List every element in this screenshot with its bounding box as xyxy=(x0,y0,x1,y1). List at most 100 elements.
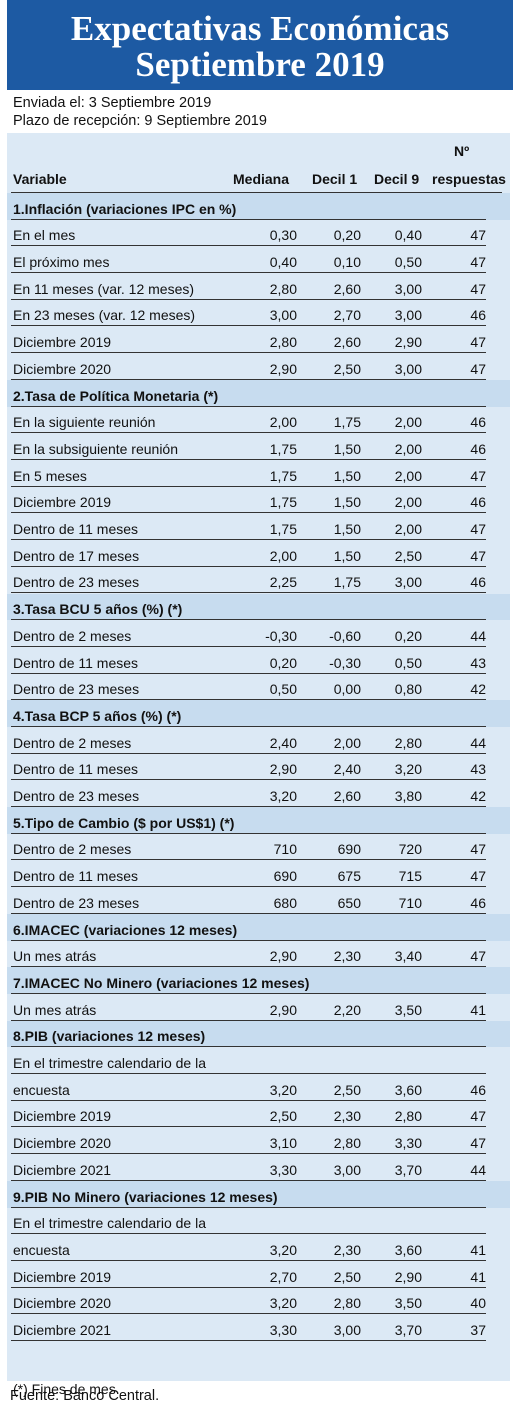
table-row: En el mes 0,30 0,20 0,40 47 xyxy=(7,220,510,247)
section-header: 5.Tipo de Cambio ($ por US$1) (*) xyxy=(7,807,510,834)
respuestas-value: 46 xyxy=(470,894,486,911)
row-label: Dentro de 2 meses xyxy=(13,734,132,751)
respuestas-value: 46 xyxy=(470,494,486,511)
row-rule xyxy=(11,992,486,994)
decil1-value: 0,20 xyxy=(333,227,361,244)
decil1-value: 1,50 xyxy=(333,494,361,511)
decil9-value: 0,50 xyxy=(394,654,422,671)
table-row: Un mes atrás 2,90 2,30 3,40 47 xyxy=(7,941,510,968)
mediana-value: 2,80 xyxy=(269,280,297,297)
decil1-value: 3,00 xyxy=(333,1322,361,1339)
decil1-value: -0,30 xyxy=(329,654,361,671)
mediana-value: 680 xyxy=(273,894,297,911)
row-rule xyxy=(11,752,486,754)
row-rule xyxy=(11,1099,486,1101)
decil9-value: 3,70 xyxy=(394,1322,422,1339)
table-panel xyxy=(7,133,510,1381)
row-label: Diciembre 2019 xyxy=(13,334,112,351)
row-rule xyxy=(11,1019,486,1021)
row-label: Un mes atrás xyxy=(13,948,97,965)
respuestas-value: 47 xyxy=(470,334,486,351)
respuestas-value: 47 xyxy=(470,841,486,858)
mediana-value: 1,75 xyxy=(269,440,297,457)
row-rule xyxy=(11,1153,486,1155)
decil9-value: 3,50 xyxy=(394,1001,422,1018)
decil1-value: -0,60 xyxy=(329,627,361,644)
row-label: En el trimestre calendario de la xyxy=(13,1055,206,1072)
table-header: Nº Variable Mediana Decil 1 Decil 9 resp… xyxy=(7,133,510,193)
table-row: Dentro de 11 meses 690 675 715 47 xyxy=(7,861,510,888)
decil1-value: 2,00 xyxy=(333,734,361,751)
table-row: Dentro de 11 meses 0,20 -0,30 0,50 43 xyxy=(7,647,510,674)
decil9-value: 720 xyxy=(398,841,422,858)
decil1-value: 2,30 xyxy=(333,1241,361,1258)
decil9-value: 0,20 xyxy=(394,627,422,644)
row-label: En 23 meses (var. 12 meses) xyxy=(13,307,196,324)
row-rule xyxy=(11,1313,486,1315)
row-rule xyxy=(11,272,486,274)
table-row: Diciembre 2020 3,20 2,80 3,50 40 xyxy=(7,1288,510,1315)
decil1-value: 0,10 xyxy=(333,254,361,271)
decil9-value: 0,50 xyxy=(394,254,422,271)
row-label: El próximo mes xyxy=(13,254,110,271)
decil1-value: 2,20 xyxy=(333,1001,361,1018)
respuestas-value: 47 xyxy=(470,948,486,965)
decil9-value: 3,00 xyxy=(394,280,422,297)
decil1-value: 1,50 xyxy=(333,467,361,484)
row-label: Diciembre 2020 xyxy=(13,1295,112,1312)
decil9-value: 3,50 xyxy=(394,1295,422,1312)
respuestas-value: 47 xyxy=(470,280,486,297)
decil1-value: 2,30 xyxy=(333,1108,361,1125)
respuestas-value: 41 xyxy=(470,1268,486,1285)
row-label: Dentro de 2 meses xyxy=(13,841,132,858)
table-row: En el trimestre calendario de la xyxy=(7,1047,510,1075)
row-label: encuesta xyxy=(13,1081,70,1098)
mediana-value: 2,40 xyxy=(269,734,297,751)
section-header: 8.PIB (variaciones 12 meses) xyxy=(7,1020,510,1048)
deadline-date: Plazo de recepción: 9 Septiembre 2019 xyxy=(13,113,267,129)
row-label: Diciembre 2019 xyxy=(13,1108,112,1125)
respuestas-value: 46 xyxy=(470,414,486,431)
row-rule xyxy=(11,859,486,861)
respuestas-value: 42 xyxy=(470,681,486,698)
respuestas-value: 46 xyxy=(470,1081,486,1098)
row-rule xyxy=(11,912,486,914)
row-label: Dentro de 11 meses xyxy=(13,868,139,885)
respuestas-value: 47 xyxy=(470,227,486,244)
decil9-value: 2,00 xyxy=(394,414,422,431)
row-label: En el trimestre calendario de la xyxy=(13,1215,206,1232)
decil9-value: 2,80 xyxy=(394,1108,422,1125)
row-rule xyxy=(11,432,486,434)
row-rule xyxy=(11,458,486,460)
row-rule xyxy=(11,539,486,541)
mediana-value: 710 xyxy=(273,841,297,858)
respuestas-value: 47 xyxy=(470,1108,486,1125)
row-label: encuesta xyxy=(13,1241,70,1258)
decil9-value: 3,00 xyxy=(394,360,422,377)
row-label: Diciembre 2019 xyxy=(13,1268,112,1285)
row-label: Dentro de 23 meses xyxy=(13,788,140,805)
row-rule xyxy=(11,725,486,727)
title-line-2: Septiembre 2019 xyxy=(135,45,385,84)
row-rule xyxy=(11,832,486,834)
decil9-value: 0,80 xyxy=(394,681,422,698)
respuestas-value: 47 xyxy=(470,868,486,885)
decil1-value: 2,60 xyxy=(333,280,361,297)
mediana-value: 2,90 xyxy=(269,1001,297,1018)
mediana-value: 2,50 xyxy=(269,1108,297,1125)
table-row: Dentro de 23 meses 2,25 1,75 3,00 46 xyxy=(7,567,510,594)
section-label: 6.IMACEC (variaciones 12 meses) xyxy=(13,921,238,938)
row-rule xyxy=(11,218,486,220)
decil9-value: 3,40 xyxy=(394,948,422,965)
decil1-value: 1,75 xyxy=(333,414,361,431)
row-rule xyxy=(11,405,486,407)
mediana-value: 3,20 xyxy=(269,1081,297,1098)
decil1-value: 1,50 xyxy=(333,521,361,538)
row-rule xyxy=(11,512,486,514)
mediana-value: 3,20 xyxy=(269,1295,297,1312)
respuestas-value: 44 xyxy=(470,627,486,644)
section-header: 6.IMACEC (variaciones 12 meses) xyxy=(7,913,510,941)
row-rule xyxy=(11,886,486,888)
respuestas-value: 43 xyxy=(470,654,486,671)
table-row: Diciembre 2019 1,75 1,50 2,00 46 xyxy=(7,487,510,514)
